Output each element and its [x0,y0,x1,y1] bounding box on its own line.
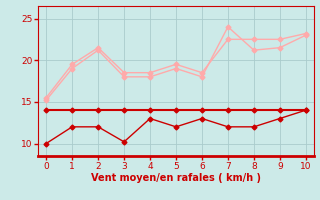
X-axis label: Vent moyen/en rafales ( km/h ): Vent moyen/en rafales ( km/h ) [91,173,261,183]
